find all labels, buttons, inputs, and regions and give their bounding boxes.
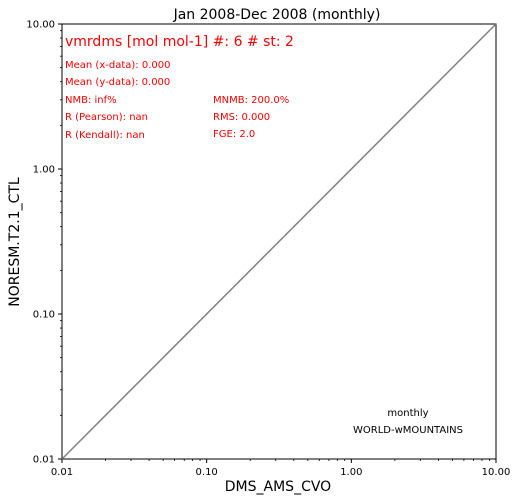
plot-frame bbox=[61, 23, 497, 460]
one-to-one-line bbox=[61, 23, 497, 460]
x-tick-label: 1.00 bbox=[340, 467, 362, 478]
y-axis-label: NORESM.T2.1_CTL bbox=[7, 177, 23, 307]
info-box: monthly WORLD-wMOUNTAINS bbox=[353, 408, 463, 436]
x-tick-label: 10.00 bbox=[482, 467, 511, 478]
y-tick-label: 10.00 bbox=[26, 20, 55, 31]
info-frequency: monthly bbox=[387, 408, 428, 419]
annotation-fge: FGE: 2.0 bbox=[213, 129, 255, 140]
annotation-mean-x: Mean (x-data): 0.000 bbox=[65, 60, 170, 71]
x-axis-label: DMS_AMS_CVO bbox=[225, 479, 331, 495]
x-tick-label: 0.01 bbox=[51, 467, 73, 478]
y-tick-label: 1.00 bbox=[33, 165, 55, 176]
major-ticks bbox=[58, 23, 497, 463]
annotation-nmb: NMB: inf% bbox=[65, 95, 117, 106]
annotation-rms: RMS: 0.000 bbox=[213, 112, 270, 123]
annotation-r-pearson: R (Pearson): nan bbox=[65, 112, 148, 123]
annotation-r-kendall: R (Kendall): nan bbox=[65, 130, 145, 141]
statistics-annotations: vmrdms [mol mol-1] #: 6 # st: 2 Mean (x-… bbox=[65, 34, 294, 141]
chart-title: Jan 2008-Dec 2008 (monthly) bbox=[173, 7, 381, 23]
y-tick-labels: 0.01 0.10 1.00 10.00 bbox=[26, 20, 55, 466]
x-tick-label: 0.10 bbox=[196, 467, 218, 478]
minor-ticks bbox=[60, 30, 490, 461]
info-region: WORLD-wMOUNTAINS bbox=[353, 425, 463, 436]
y-tick-label: 0.10 bbox=[33, 310, 55, 321]
annotation-header: vmrdms [mol mol-1] #: 6 # st: 2 bbox=[65, 34, 294, 50]
annotation-mean-y: Mean (y-data): 0.000 bbox=[65, 77, 170, 88]
x-tick-labels: 0.01 0.10 1.00 10.00 bbox=[51, 467, 510, 478]
annotation-mnmb: MNMB: 200.0% bbox=[213, 95, 289, 106]
y-tick-label: 0.01 bbox=[33, 455, 55, 466]
plot-area bbox=[58, 23, 497, 463]
